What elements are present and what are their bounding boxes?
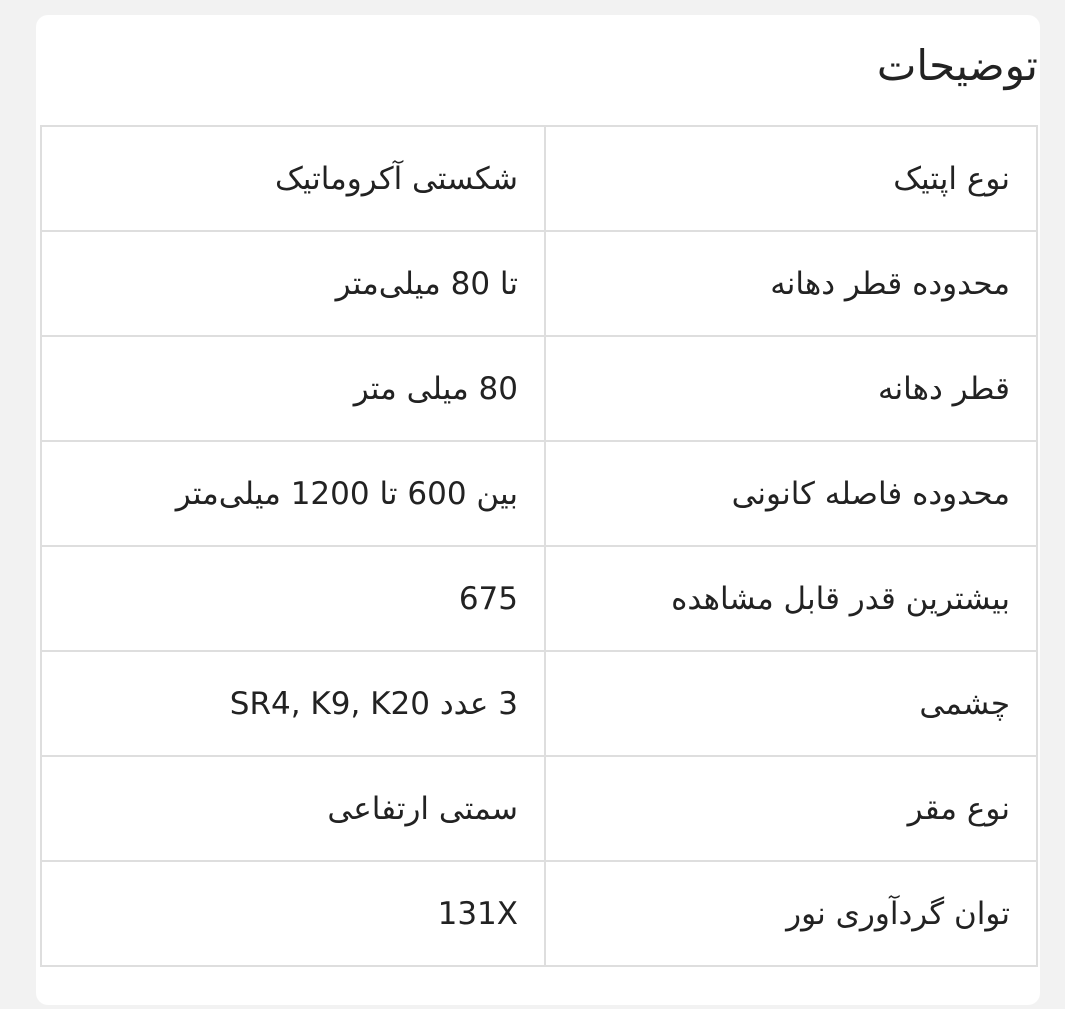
table-row: چشمی 3 عدد SR4, K9, K20 xyxy=(40,650,1038,757)
table-row: محدوده قطر دهانه تا 80 میلی‌متر xyxy=(40,230,1038,337)
spec-label: محدوده قطر دهانه xyxy=(544,230,1038,337)
spec-value: 80 میلی متر xyxy=(40,335,546,442)
description-card: توضیحات نوع اپتیک شکستی آکروماتیک محدوده ق… xyxy=(36,15,1040,1005)
spec-value: بین 600 تا 1200 میلی‌متر xyxy=(40,440,546,547)
table-row: نوع مقر سمتی ارتفاعی xyxy=(40,755,1038,862)
table-row: قطر دهانه 80 میلی متر xyxy=(40,335,1038,442)
spec-label: قطر دهانه xyxy=(544,335,1038,442)
table-row: بیشترین قدر قابل مشاهده 675 xyxy=(40,545,1038,652)
spec-label: محدوده فاصله کانونی xyxy=(544,440,1038,547)
spec-value: 3 عدد SR4, K9, K20 xyxy=(40,650,546,757)
spec-label: توان گردآوری نور xyxy=(544,860,1038,967)
spec-value: سمتی ارتفاعی xyxy=(40,755,546,862)
spec-label: نوع مقر xyxy=(544,755,1038,862)
spec-value: 675 xyxy=(40,545,546,652)
table-row: توان گردآوری نور 131X xyxy=(40,860,1038,967)
spec-label: نوع اپتیک xyxy=(544,125,1038,232)
spec-label: بیشترین قدر قابل مشاهده xyxy=(544,545,1038,652)
section-title: توضیحات xyxy=(876,41,1038,90)
table-row: محدوده فاصله کانونی بین 600 تا 1200 میلی‌… xyxy=(40,440,1038,547)
spec-value: تا 80 میلی‌متر xyxy=(40,230,546,337)
spec-value: 131X xyxy=(40,860,546,967)
table-row: نوع اپتیک شکستی آکروماتیک xyxy=(40,125,1038,232)
spec-value: شکستی آکروماتیک xyxy=(40,125,546,232)
spec-label: چشمی xyxy=(544,650,1038,757)
specs-table: نوع اپتیک شکستی آکروماتیک محدوده قطر دهانه… xyxy=(40,125,1038,967)
